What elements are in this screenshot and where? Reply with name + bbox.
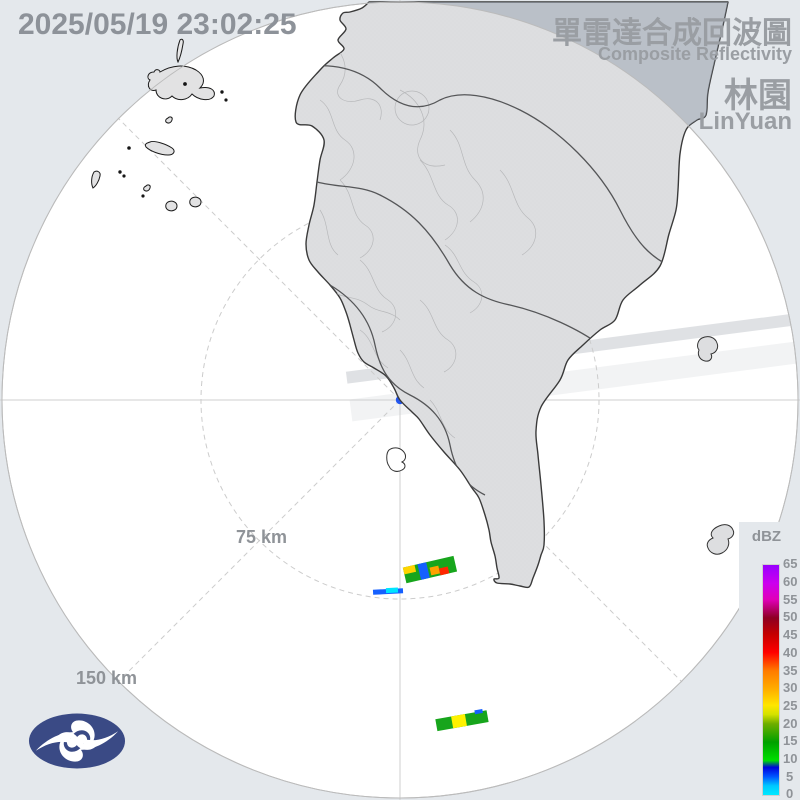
svg-text:45: 45 — [783, 627, 797, 642]
svg-text:5: 5 — [786, 769, 793, 784]
svg-text:20: 20 — [783, 716, 797, 731]
svg-text:0: 0 — [786, 786, 793, 800]
svg-text:40: 40 — [783, 645, 797, 660]
svg-text:30: 30 — [783, 680, 797, 695]
svg-text:35: 35 — [783, 663, 797, 678]
svg-text:10: 10 — [783, 751, 797, 766]
svg-text:15: 15 — [783, 733, 797, 748]
svg-text:60: 60 — [783, 574, 797, 589]
svg-text:65: 65 — [783, 556, 797, 571]
svg-text:50: 50 — [783, 609, 797, 624]
svg-text:25: 25 — [783, 698, 797, 713]
svg-text:55: 55 — [783, 592, 797, 607]
